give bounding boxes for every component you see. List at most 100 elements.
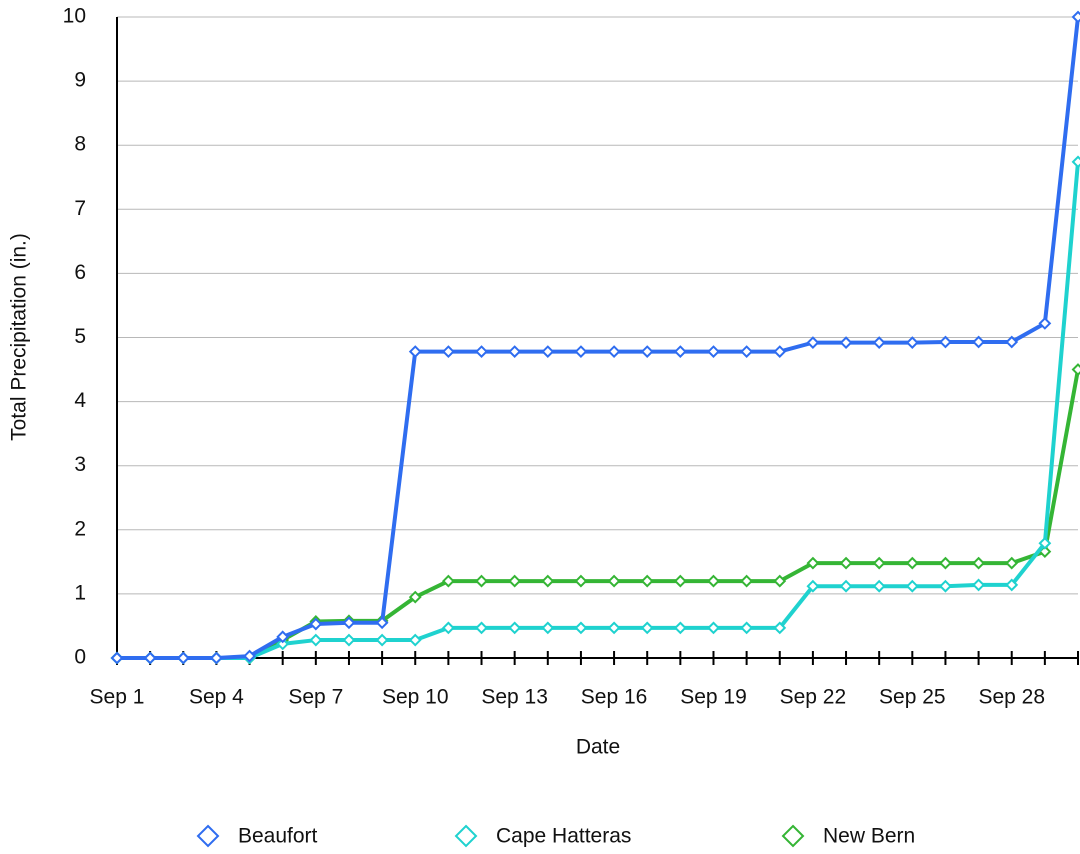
- data-point: [607, 345, 621, 359]
- data-point: [276, 630, 290, 644]
- data-point: [441, 574, 455, 588]
- data-point: [773, 621, 787, 635]
- legend-label: Cape Hatteras: [496, 825, 631, 848]
- data-point: [408, 590, 422, 604]
- data-point: [872, 556, 886, 570]
- data-point: [541, 621, 555, 635]
- legend-label: Beaufort: [238, 825, 318, 848]
- data-point: [342, 633, 356, 647]
- data-point: [209, 651, 223, 665]
- data-point: [673, 621, 687, 635]
- x-tick-label: Sep 1: [90, 686, 145, 709]
- data-point: [673, 345, 687, 359]
- data-point: [309, 617, 323, 631]
- data-point: [1071, 155, 1080, 169]
- data-point: [441, 345, 455, 359]
- data-point: [1038, 536, 1052, 550]
- data-point: [176, 651, 190, 665]
- data-point: [740, 621, 754, 635]
- data-point: [707, 574, 720, 588]
- data-point: [806, 556, 820, 570]
- data-point: [541, 574, 555, 588]
- series-line: [117, 369, 1080, 660]
- data-point: [905, 579, 919, 593]
- y-tick-label: 6: [74, 261, 86, 284]
- data-point: [972, 578, 986, 592]
- data-point: [574, 621, 588, 635]
- data-point: [872, 336, 886, 350]
- data-point: [1038, 316, 1052, 330]
- series-line: [117, 161, 1080, 660]
- x-tick-label: Sep 4: [189, 686, 244, 709]
- x-tick-label: Sep 19: [680, 686, 747, 709]
- data-point: [342, 616, 356, 630]
- x-tick-label: Sep 10: [382, 686, 449, 709]
- data-point: [243, 649, 256, 663]
- data-point: [806, 336, 820, 350]
- data-point: [673, 574, 687, 588]
- x-tick-label: Sep 16: [581, 686, 648, 709]
- x-tick-label: Sep 7: [288, 686, 343, 709]
- data-point: [541, 345, 555, 359]
- y-tick-label: 2: [74, 517, 86, 540]
- y-tick-label: 5: [74, 325, 86, 348]
- data-point: [972, 335, 986, 349]
- data-point: [707, 345, 720, 359]
- data-point: [375, 633, 389, 647]
- x-tick-label: Sep 13: [481, 686, 548, 709]
- legend-marker: [454, 824, 478, 848]
- legend-marker: [196, 824, 220, 848]
- x-tick-label: Sep 25: [879, 686, 946, 709]
- data-point: [939, 335, 952, 349]
- data-point: [475, 574, 488, 588]
- y-tick-label: 7: [74, 197, 86, 220]
- data-point: [905, 336, 919, 350]
- data-point: [607, 574, 621, 588]
- data-point: [707, 621, 720, 635]
- data-point: [839, 336, 853, 350]
- data-point: [408, 345, 422, 359]
- data-point: [408, 633, 422, 647]
- data-point: [773, 345, 787, 359]
- y-tick-label: 10: [63, 5, 86, 28]
- y-tick-label: 9: [74, 69, 86, 92]
- data-point: [839, 556, 853, 570]
- data-point: [375, 616, 389, 630]
- data-point: [1005, 578, 1019, 592]
- data-point: [905, 556, 919, 570]
- data-point: [972, 556, 986, 570]
- y-tick-label: 4: [74, 389, 86, 412]
- y-tick-label: 1: [74, 581, 86, 604]
- data-point: [441, 621, 455, 635]
- y-tick-label: 8: [74, 133, 86, 156]
- data-point: [475, 345, 488, 359]
- data-point: [939, 556, 952, 570]
- legend-label: New Bern: [823, 825, 915, 848]
- data-point: [1005, 335, 1019, 349]
- x-tick-label: Sep 22: [780, 686, 847, 709]
- data-point: [640, 574, 654, 588]
- data-point: [508, 621, 522, 635]
- data-point: [475, 621, 488, 635]
- legend-marker: [781, 824, 805, 848]
- x-axis-title: Date: [576, 736, 620, 759]
- data-point: [806, 579, 820, 593]
- data-point: [607, 621, 621, 635]
- data-point: [143, 651, 157, 665]
- data-point: [1071, 363, 1080, 376]
- data-point: [839, 579, 853, 593]
- data-point: [574, 345, 588, 359]
- data-point: [1071, 10, 1080, 24]
- data-point: [872, 579, 886, 593]
- data-point: [508, 574, 522, 588]
- y-axis-title: Total Precipitation (in.): [8, 233, 31, 441]
- data-point: [309, 633, 323, 647]
- data-point: [740, 345, 754, 359]
- data-point: [1005, 556, 1019, 570]
- data-point: [110, 651, 124, 665]
- x-tick-label: Sep 28: [978, 686, 1045, 709]
- data-point: [508, 345, 522, 359]
- data-point: [740, 574, 754, 588]
- y-tick-label: 0: [74, 646, 86, 669]
